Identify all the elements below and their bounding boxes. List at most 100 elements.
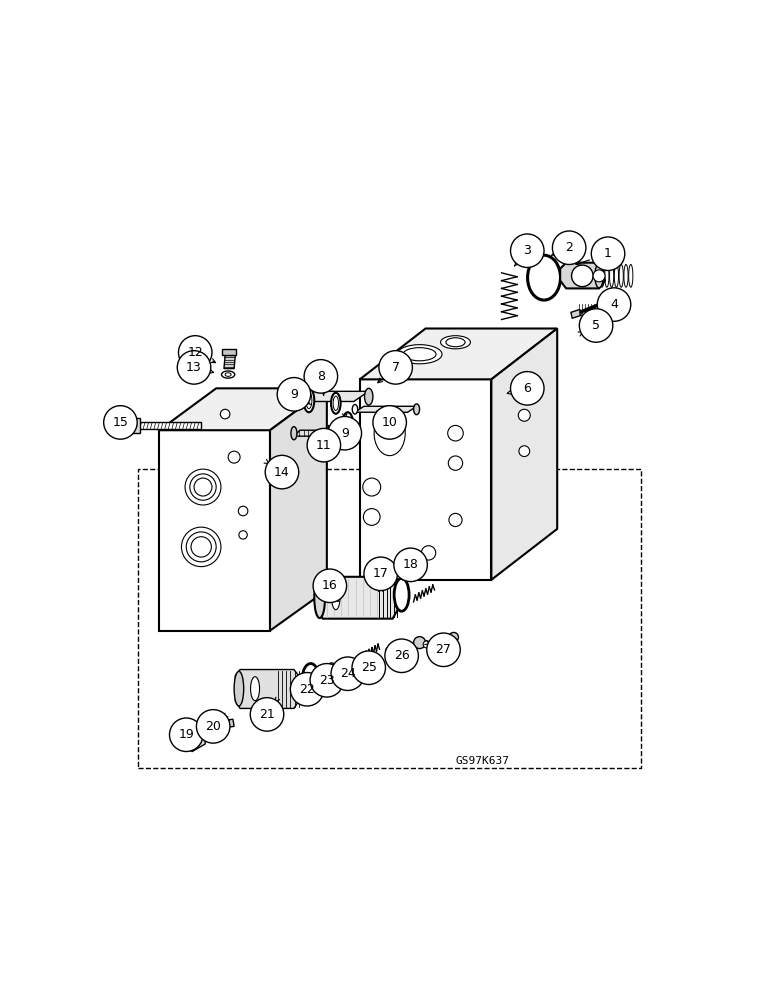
Polygon shape (159, 430, 270, 631)
Text: 13: 13 (186, 361, 202, 374)
Ellipse shape (334, 396, 338, 410)
Text: 9: 9 (290, 388, 298, 401)
Text: 9: 9 (341, 427, 349, 440)
Circle shape (239, 531, 247, 539)
Text: 22: 22 (300, 683, 315, 696)
Circle shape (571, 265, 593, 287)
Ellipse shape (374, 411, 405, 456)
Polygon shape (360, 329, 557, 379)
Circle shape (379, 351, 412, 384)
Polygon shape (122, 418, 140, 433)
Text: 2: 2 (565, 241, 573, 254)
Ellipse shape (251, 677, 259, 701)
Ellipse shape (446, 338, 465, 347)
Text: 17: 17 (373, 567, 388, 580)
Ellipse shape (345, 661, 350, 669)
Text: GS97K637: GS97K637 (455, 756, 510, 766)
Circle shape (310, 664, 344, 697)
Polygon shape (222, 349, 236, 355)
Circle shape (313, 569, 347, 603)
Circle shape (593, 270, 605, 282)
Text: 23: 23 (319, 674, 335, 687)
Ellipse shape (403, 348, 436, 361)
Polygon shape (355, 406, 417, 412)
Circle shape (181, 527, 221, 567)
Circle shape (185, 469, 221, 505)
Circle shape (519, 446, 530, 457)
Text: 15: 15 (113, 416, 128, 429)
Ellipse shape (234, 671, 244, 706)
Circle shape (427, 633, 460, 667)
Ellipse shape (222, 371, 235, 378)
Polygon shape (360, 379, 492, 580)
Polygon shape (235, 670, 300, 708)
Circle shape (250, 698, 284, 731)
Text: 5: 5 (592, 319, 600, 332)
Ellipse shape (343, 658, 353, 673)
Circle shape (196, 710, 230, 743)
Circle shape (510, 372, 544, 405)
Circle shape (579, 309, 613, 342)
Circle shape (178, 336, 212, 369)
Circle shape (385, 647, 394, 655)
Circle shape (328, 416, 361, 450)
Ellipse shape (441, 336, 470, 349)
Polygon shape (159, 388, 327, 430)
Text: 7: 7 (391, 361, 400, 374)
Circle shape (266, 455, 299, 489)
Text: 26: 26 (394, 649, 409, 662)
Text: 11: 11 (316, 439, 332, 452)
Circle shape (364, 557, 398, 591)
Circle shape (178, 351, 211, 384)
Circle shape (277, 378, 310, 411)
Circle shape (510, 234, 544, 267)
Circle shape (331, 657, 364, 690)
Text: 19: 19 (178, 728, 194, 741)
Text: 4: 4 (610, 298, 618, 311)
Circle shape (125, 421, 136, 431)
Polygon shape (282, 391, 369, 401)
Text: 24: 24 (340, 667, 356, 680)
Circle shape (290, 673, 324, 706)
Ellipse shape (414, 404, 420, 415)
Circle shape (449, 456, 462, 470)
Polygon shape (224, 355, 235, 369)
Ellipse shape (331, 393, 340, 414)
Text: 18: 18 (403, 558, 418, 571)
Circle shape (449, 632, 459, 642)
Polygon shape (560, 263, 605, 288)
Circle shape (185, 729, 199, 744)
Circle shape (423, 641, 430, 648)
Circle shape (385, 639, 418, 673)
Ellipse shape (527, 255, 560, 300)
Text: 25: 25 (361, 661, 377, 674)
Ellipse shape (279, 389, 286, 404)
Ellipse shape (314, 577, 325, 618)
Ellipse shape (303, 388, 314, 412)
Circle shape (170, 718, 203, 751)
Text: 8: 8 (317, 370, 325, 383)
Polygon shape (137, 422, 201, 429)
Circle shape (373, 406, 406, 439)
Circle shape (239, 506, 248, 516)
Circle shape (229, 451, 240, 463)
Ellipse shape (394, 578, 409, 611)
Text: 10: 10 (381, 416, 398, 429)
Circle shape (352, 651, 385, 684)
Polygon shape (571, 309, 581, 318)
Circle shape (518, 409, 530, 421)
Ellipse shape (291, 427, 297, 440)
Text: 1: 1 (604, 247, 612, 260)
Circle shape (449, 513, 462, 527)
Ellipse shape (595, 264, 603, 288)
Circle shape (422, 546, 435, 560)
Circle shape (394, 548, 428, 582)
Circle shape (304, 360, 337, 393)
Text: 21: 21 (259, 708, 275, 721)
Ellipse shape (364, 388, 373, 405)
Ellipse shape (225, 373, 231, 376)
Ellipse shape (303, 664, 319, 693)
Ellipse shape (326, 663, 337, 680)
Circle shape (598, 288, 631, 321)
Text: 12: 12 (188, 346, 203, 359)
